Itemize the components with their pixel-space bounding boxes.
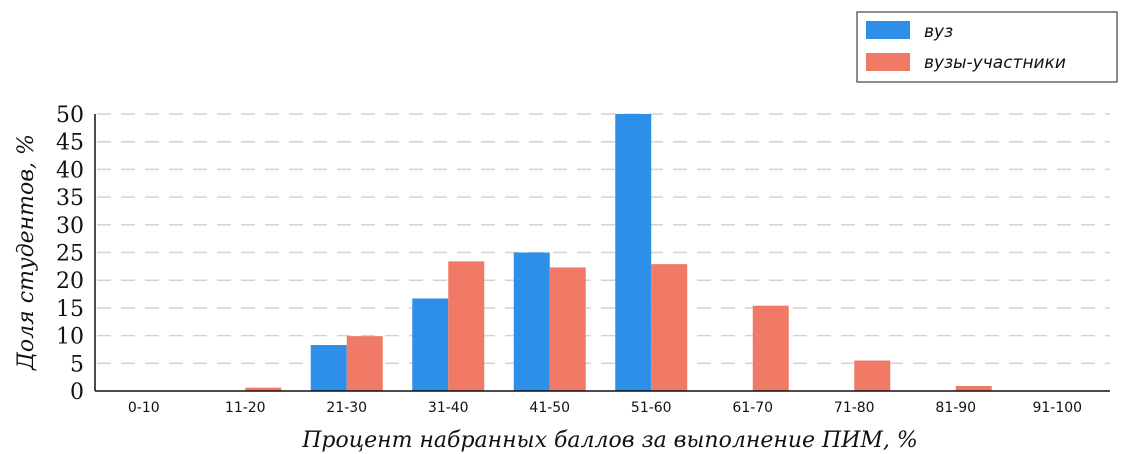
x-tick-label: 21-30 [326, 400, 367, 416]
bar-vuz-31-40 [412, 298, 449, 391]
y-axis-label: Доля студентов, % [14, 134, 39, 371]
x-tick-label: 31-40 [428, 400, 469, 416]
x-tick-label: 81-90 [935, 400, 976, 416]
bar-vuzy-uchastniki-31-40 [448, 261, 485, 391]
x-axis-label: Процент набранных баллов за выполнение П… [301, 428, 918, 453]
bar-vuzy-uchastniki-11-20 [245, 387, 282, 391]
bar-vuz-51-60 [615, 114, 652, 391]
legend: вуз вузы-участники [856, 11, 1118, 83]
bar-vuz-21-30 [310, 345, 347, 391]
bar-vuz-41-50 [513, 252, 550, 391]
y-tick-label: 25 [56, 242, 84, 267]
y-tick-label: 50 [56, 103, 84, 128]
x-tick-label: 41-50 [529, 400, 570, 416]
y-tick-label: 20 [56, 269, 84, 294]
y-tick-label: 40 [56, 158, 84, 183]
y-tick-label: 15 [56, 297, 84, 322]
bar-vuzy-uchastniki-71-80 [854, 360, 891, 391]
bar-vuzy-uchastniki-21-30 [346, 336, 383, 391]
x-tick-labels: 0-10 11-20 21-30 31-40 41-50 51-60 61-70 71-80 8… [128, 400, 1082, 416]
gridlines [97, 113, 1110, 365]
x-tick-label: 61-70 [732, 400, 773, 416]
legend-label-vuz: вуз [924, 22, 953, 42]
x-tick-label: 71-80 [834, 400, 875, 416]
bar-vuzy-uchastniki-61-70 [752, 305, 789, 391]
bar-vuzy-uchastniki-81-90 [955, 386, 992, 391]
bar-vuzy-uchastniki-51-60 [651, 264, 688, 391]
x-tick-label: 91-100 [1032, 400, 1082, 416]
legend-label-vuzy-uchastniki: вузы-участники [924, 53, 1066, 73]
x-tick-label: 11-20 [225, 400, 266, 416]
y-tick-label: 5 [70, 352, 84, 377]
y-tick-label: 30 [56, 214, 84, 239]
y-tick-label: 0 [70, 380, 84, 405]
x-tick-label: 51-60 [631, 400, 672, 416]
legend-swatch-vuz [866, 21, 910, 39]
bars [245, 114, 992, 391]
y-tick-label: 45 [56, 131, 84, 156]
y-tick-label: 10 [56, 325, 84, 350]
x-tick-label: 0-10 [128, 400, 160, 416]
legend-swatch-vuzy-uchastniki [866, 53, 910, 71]
y-tick-label: 35 [56, 186, 84, 211]
bar-vuzy-uchastniki-41-50 [549, 267, 586, 391]
